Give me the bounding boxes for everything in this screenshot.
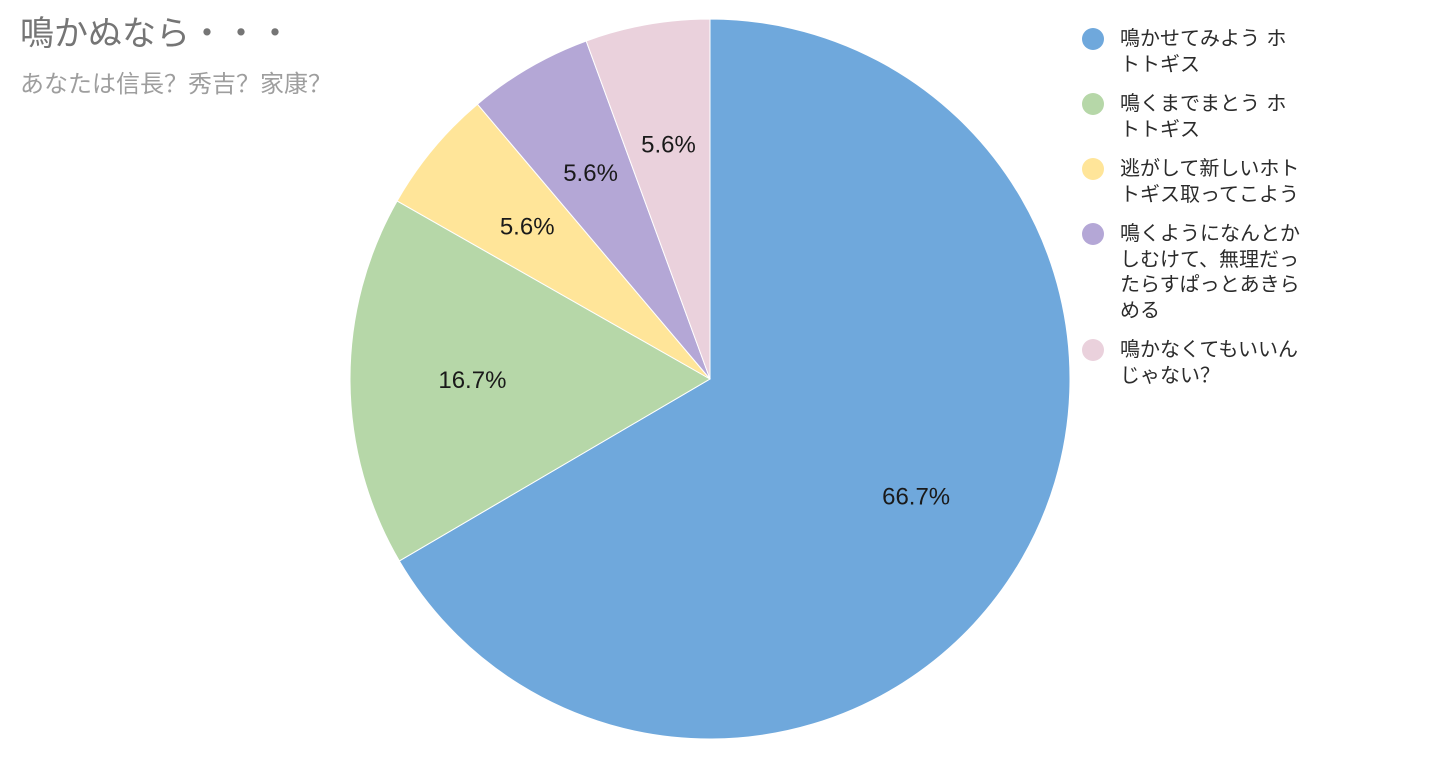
legend-item-2: 鳴くまでまとう ホトトギス <box>1082 91 1312 142</box>
slice-label-2: 16.7% <box>438 367 506 394</box>
chart-subtitle: あなたは信長？秀吉？家康？ <box>20 70 332 98</box>
legend-item-3: 逃がして新しいホトトギス取ってこよう <box>1082 156 1312 207</box>
legend-label: 鳴くようになんとかしむけて、無理だったらすぱっとあきらめる <box>1120 221 1300 322</box>
legend-label: 鳴かなくてもいいんじゃない？ <box>1120 337 1298 387</box>
slice-label-1: 66.7% <box>882 484 950 511</box>
legend-label: 鳴くまでまとう ホトトギス <box>1120 91 1287 141</box>
pie-slice-2 <box>349 200 711 562</box>
legend-swatch-icon <box>1082 28 1104 50</box>
legend-swatch-icon <box>1082 158 1104 180</box>
pie-slice-5 <box>585 18 711 380</box>
chart-title: 鳴かぬなら・・・ <box>20 14 292 54</box>
legend-item-4: 鳴くようになんとかしむけて、無理だったらすぱっとあきらめる <box>1082 221 1312 323</box>
legend-item-1: 鳴かせてみよう ホトトギス <box>1082 26 1312 77</box>
slice-label-3: 5.6% <box>500 214 555 241</box>
slice-label-5: 5.6% <box>641 132 696 159</box>
legend-swatch-icon <box>1082 93 1104 115</box>
legend-label: 鳴かせてみよう ホトトギス <box>1120 26 1287 76</box>
legend-label: 逃がして新しいホトトギス取ってこよう <box>1120 156 1300 206</box>
legend-swatch-icon <box>1082 223 1104 245</box>
slice-label-4: 5.6% <box>563 160 618 187</box>
pie-slice-1 <box>398 18 1071 740</box>
legend-swatch-icon <box>1082 339 1104 361</box>
legend: 鳴かせてみよう ホトトギス 鳴くまでまとう ホトトギス 逃がして新しいホトトギス取っ… <box>1082 26 1312 402</box>
legend-item-5: 鳴かなくてもいいんじゃない？ <box>1082 337 1312 388</box>
